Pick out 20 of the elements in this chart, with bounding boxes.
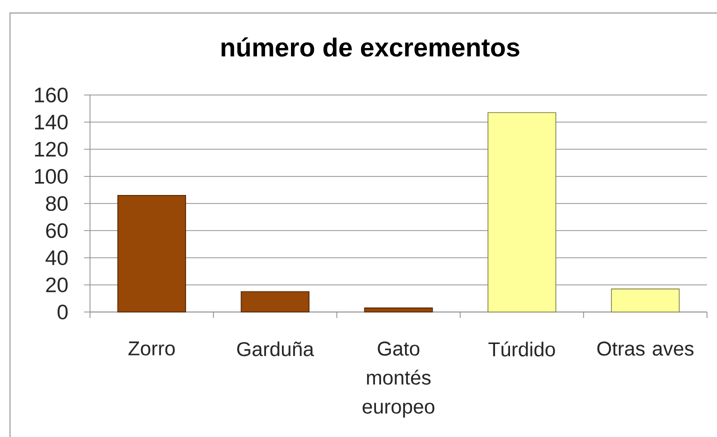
bar: [240, 291, 310, 312]
x-tick-label: Garduña: [237, 342, 314, 356]
bar: [364, 308, 433, 312]
bar: [610, 288, 680, 312]
y-tick-label: 80: [46, 196, 68, 211]
x-tick-label: Gato montés europeo: [362, 342, 434, 418]
y-tick-label: 60: [46, 223, 68, 238]
y-tick-label: 20: [46, 277, 68, 292]
x-tick-label: Zorro: [128, 342, 175, 356]
y-tick-label: 40: [46, 250, 68, 266]
bar: [117, 194, 186, 312]
x-tick-label: Túrdido: [488, 342, 555, 356]
x-tick-label: Otras aves: [597, 342, 694, 356]
chart-title: número de excrementos: [222, 37, 520, 57]
y-tick-label: 120: [35, 142, 68, 157]
y-tick-label: 160: [35, 88, 68, 102]
y-tick-label: 0: [58, 304, 68, 320]
bar: [488, 112, 556, 312]
y-tick-label: 140: [35, 114, 68, 130]
y-tick-label: 100: [35, 168, 68, 184]
